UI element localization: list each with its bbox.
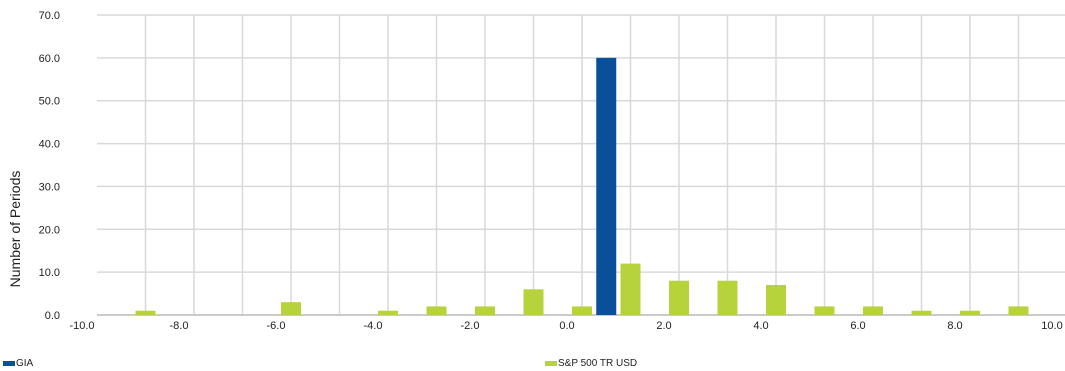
x-tick-label-7: 4.0 <box>753 320 768 332</box>
bar-gia-0 <box>596 57 617 315</box>
legend-label-sp500: S&P 500 TR USD <box>558 357 638 369</box>
y-axis-title: Number of Periods <box>7 171 23 288</box>
legend-item-sp500: S&P 500 TR USD <box>545 357 637 369</box>
x-tick-label-5: 0.0 <box>559 320 574 332</box>
y-tick-label-0: 0.0 <box>45 310 60 322</box>
bar-sp500-3 <box>426 306 447 315</box>
legend-item-gia: GIA <box>3 357 33 369</box>
bar-sp500-8 <box>669 280 689 315</box>
bar-sp500-5 <box>523 289 544 315</box>
legend-swatch-sp500 <box>545 360 557 366</box>
bar-sp500-13 <box>911 310 932 315</box>
bar-sp500-10 <box>766 285 786 315</box>
bar-sp500-7 <box>620 263 641 315</box>
x-tick-label-2: -6.0 <box>267 320 286 332</box>
x-tick-label-6: 2.0 <box>656 320 671 332</box>
bar-sp500-12 <box>863 306 883 315</box>
legend-swatch-gia <box>3 360 15 366</box>
y-tick-label-7: 70.0 <box>39 10 60 22</box>
bar-sp500-4 <box>475 306 495 315</box>
bar-sp500-14 <box>960 310 980 315</box>
y-tick-label-2: 20.0 <box>39 224 60 236</box>
bar-series <box>135 57 1029 315</box>
bar-sp500-1 <box>281 302 301 315</box>
y-tick-label-3: 30.0 <box>39 181 60 193</box>
x-tick-label-4: -2.0 <box>461 320 480 332</box>
x-tick-label-1: -8.0 <box>170 320 189 332</box>
bar-sp500-9 <box>717 280 738 315</box>
y-tick-label-1: 10.0 <box>39 267 60 279</box>
y-tick-label-4: 40.0 <box>39 139 60 151</box>
y-tick-label-5: 50.0 <box>39 96 60 108</box>
bar-sp500-2 <box>378 310 398 315</box>
y-tick-label-6: 60.0 <box>39 53 60 65</box>
grid-lines <box>97 14 1065 316</box>
legend-label-gia: GIA <box>16 357 34 369</box>
bar-sp500-11 <box>814 306 835 315</box>
x-tick-label-8: 6.0 <box>850 320 865 332</box>
bar-sp500-0 <box>135 310 156 315</box>
x-tick-label-9: 8.0 <box>947 320 962 332</box>
bar-sp500-15 <box>1008 306 1029 315</box>
y-tick-labels: 0.0 10.0 20.0 30.0 40.0 50.0 60.0 70.0 <box>39 10 60 322</box>
x-tick-label-3: -4.0 <box>364 320 383 332</box>
x-tick-label-0: -10.0 <box>69 320 94 332</box>
bar-sp500-6 <box>572 306 592 315</box>
x-tick-labels: -10.0 -8.0 -6.0 -4.0 -2.0 0.0 2.0 4.0 6.0 8.0 10.0 <box>69 320 1062 332</box>
x-tick-label-10: 10.0 <box>1041 320 1062 332</box>
